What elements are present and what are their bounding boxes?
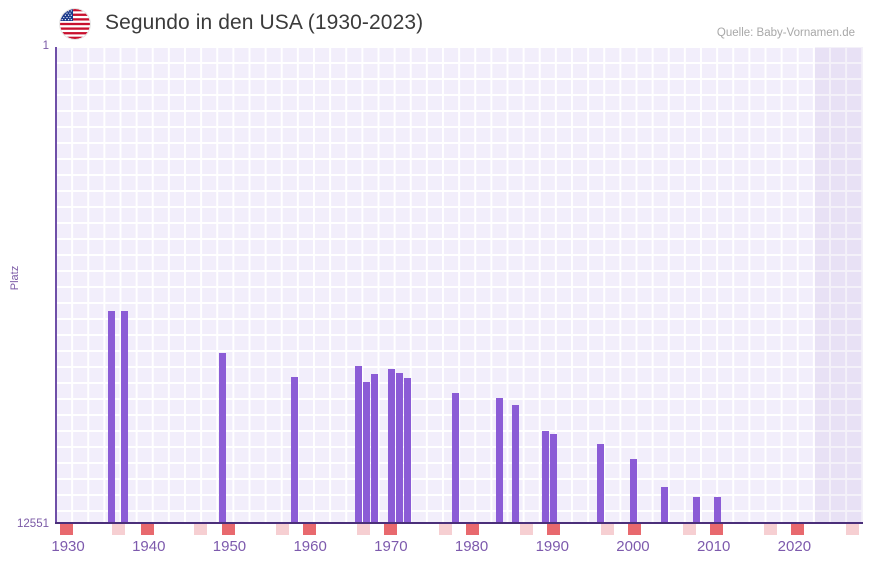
bar[interactable] bbox=[496, 398, 503, 523]
bar[interactable] bbox=[550, 434, 557, 523]
axis-decade-marker bbox=[547, 524, 560, 535]
page-title: Segundo in den USA (1930-2023) bbox=[105, 11, 424, 34]
axis-marker-strip bbox=[56, 524, 863, 535]
bar[interactable] bbox=[661, 487, 668, 523]
y-axis-tick-bottom: 12551 bbox=[17, 518, 49, 530]
bar[interactable] bbox=[355, 366, 362, 523]
axis-decade-marker bbox=[194, 524, 207, 535]
axis-decade-marker bbox=[628, 524, 641, 535]
bar[interactable] bbox=[630, 459, 637, 523]
bar[interactable] bbox=[121, 311, 128, 523]
bar[interactable] bbox=[597, 444, 604, 523]
bar[interactable] bbox=[452, 393, 459, 523]
bar[interactable] bbox=[404, 378, 411, 523]
future-range-shading bbox=[814, 47, 863, 523]
axis-decade-marker bbox=[710, 524, 723, 535]
axis-decade-marker bbox=[574, 524, 587, 535]
axis-decade-marker bbox=[222, 524, 235, 535]
axis-decade-marker bbox=[493, 524, 506, 535]
axis-decade-marker bbox=[112, 524, 125, 535]
axis-decade-marker bbox=[439, 524, 452, 535]
axis-decade-marker bbox=[86, 524, 99, 535]
bar[interactable] bbox=[291, 377, 298, 523]
axis-decade-marker bbox=[846, 524, 859, 535]
y-axis-line bbox=[55, 47, 57, 523]
axis-decade-marker bbox=[819, 524, 832, 535]
x-axis-tick-label: 1990 bbox=[535, 538, 569, 555]
axis-decade-marker bbox=[357, 524, 370, 535]
axis-decade-marker bbox=[248, 524, 261, 535]
x-axis-tick-label: 1950 bbox=[212, 538, 247, 555]
x-axis-tick-label: 1940 bbox=[132, 538, 166, 555]
x-axis-line bbox=[55, 522, 863, 524]
y-axis-tick-top: 1 bbox=[42, 40, 49, 52]
bar[interactable] bbox=[714, 497, 721, 523]
bar[interactable] bbox=[108, 311, 115, 523]
axis-decade-marker bbox=[303, 524, 316, 535]
axis-decade-marker bbox=[384, 524, 397, 535]
axis-decade-marker bbox=[764, 524, 777, 535]
bar[interactable] bbox=[396, 373, 403, 523]
axis-decade-marker bbox=[520, 524, 533, 535]
axis-decade-marker bbox=[683, 524, 696, 535]
axis-decade-marker bbox=[791, 524, 804, 535]
x-axis-tick-label: 2010 bbox=[696, 538, 731, 555]
axis-decade-marker bbox=[601, 524, 614, 535]
x-axis-tick-label: 1970 bbox=[374, 538, 408, 555]
bar[interactable] bbox=[219, 353, 226, 523]
bar[interactable] bbox=[388, 369, 395, 523]
x-axis-tick-label: 2000 bbox=[616, 538, 650, 555]
bar[interactable] bbox=[512, 405, 519, 523]
axis-decade-marker bbox=[330, 524, 343, 535]
axis-decade-marker bbox=[276, 524, 289, 535]
axis-decade-marker bbox=[60, 524, 73, 535]
axis-decade-marker bbox=[656, 524, 669, 535]
source-label: Quelle: Baby-Vornamen.de bbox=[716, 27, 855, 39]
chart-header: Segundo in den USA (1930-2023) Quelle: B… bbox=[0, 0, 873, 47]
x-axis-tick-label: 1980 bbox=[454, 538, 489, 555]
axis-decade-marker bbox=[141, 524, 154, 535]
x-axis-tick-label: 1930 bbox=[51, 538, 85, 555]
y-axis-title: Platz bbox=[9, 265, 21, 291]
bar[interactable] bbox=[693, 497, 700, 523]
bar[interactable] bbox=[371, 374, 378, 523]
bar[interactable] bbox=[542, 431, 549, 523]
x-axis-tick-label: 2020 bbox=[777, 538, 812, 555]
axis-decade-marker bbox=[168, 524, 181, 535]
x-axis-tick-label: 1960 bbox=[293, 538, 327, 555]
us-flag-icon bbox=[60, 9, 90, 39]
axis-decade-marker bbox=[737, 524, 750, 535]
axis-decade-marker bbox=[412, 524, 425, 535]
plot-area bbox=[56, 47, 863, 523]
axis-decade-marker bbox=[466, 524, 479, 535]
bar[interactable] bbox=[363, 382, 370, 523]
